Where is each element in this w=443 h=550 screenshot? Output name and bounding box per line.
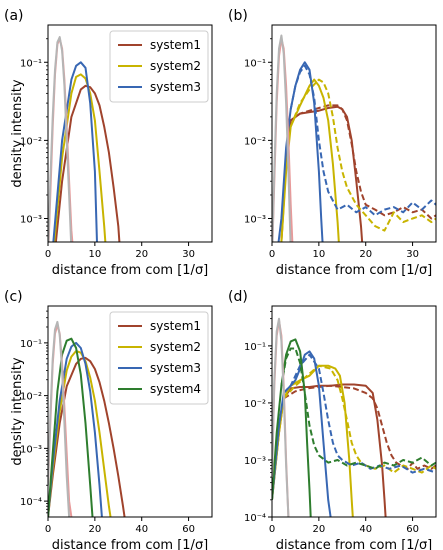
panel-label: (d) — [228, 289, 248, 305]
x-axis-label: distance from com [1/σ] — [52, 263, 209, 278]
y-tick-label: 10⁻¹ — [244, 58, 266, 69]
series-line-system4-6 — [272, 338, 312, 517]
series-line-system4-7 — [280, 347, 436, 470]
y-tick-label: 10⁻³ — [20, 214, 42, 225]
x-axis-label: distance from com [1/σ] — [276, 538, 433, 550]
panel-b: (b) 0 10 20 30 10⁻³ 10⁻² 10⁻¹ distance from com … — [228, 8, 437, 278]
legend-box — [109, 311, 209, 405]
x-tick-label: 0 — [45, 524, 51, 535]
y-tick-label: 10⁻³ — [244, 214, 266, 225]
legend: system1 system2 system3 system4 — [109, 311, 209, 405]
series-line-system3-5 — [289, 64, 436, 217]
panel-d: (d) 0 20 40 60 10⁻⁴ 10⁻³ 10⁻² 10⁻¹ distance from … — [228, 289, 437, 550]
y-axis-label: density intensity — [10, 357, 25, 465]
panel-a: (a) 0 10 20 30 10⁻³ 10⁻² 10⁻¹ distance from com … — [4, 8, 213, 278]
y-tick-label: 10⁻¹ — [20, 58, 42, 69]
legend-entry: system3 — [150, 361, 201, 375]
series-line-system1-1 — [290, 104, 436, 220]
series-line-unlabeled-7 — [272, 34, 292, 242]
x-tick-label: 20 — [312, 524, 325, 535]
x-tick-label: 20 — [359, 249, 372, 260]
panel-label: (c) — [4, 289, 23, 305]
x-tick-label: 0 — [269, 249, 275, 260]
series-line-system2-3 — [282, 364, 436, 474]
x-tick-label: 40 — [135, 524, 148, 535]
y-tick-label: 10⁻² — [20, 392, 42, 403]
legend: system1 system2 system3 — [109, 30, 209, 103]
series-line-system1-0 — [54, 84, 121, 242]
y-tick-label: 10⁻³ — [244, 456, 266, 467]
series-group — [272, 34, 436, 242]
x-tick-label: 30 — [182, 249, 195, 260]
legend-entry: system2 — [150, 59, 201, 73]
legend-entry: system1 — [150, 319, 201, 333]
y-tick-label: 10⁻⁴ — [244, 513, 266, 524]
y-tick-label: 10⁻¹ — [20, 339, 42, 350]
x-tick-label: 40 — [359, 524, 372, 535]
panel-c: (c) 0 20 40 60 10⁻⁴ 10⁻³ 10⁻² 10⁻¹ distance from … — [4, 289, 213, 550]
series-line-system2-2 — [280, 78, 340, 242]
legend-box — [109, 30, 209, 103]
legend-entry: system4 — [150, 382, 201, 396]
y-tick-label: 10⁻² — [244, 399, 266, 410]
y-tick-label: 10⁻¹ — [244, 342, 266, 353]
panel-label: (b) — [228, 8, 248, 24]
series-line-system3-4 — [277, 61, 324, 242]
series-group — [48, 320, 126, 517]
x-axis-label: distance from com [1/σ] — [276, 263, 433, 278]
legend-entry: system2 — [150, 340, 201, 354]
x-tick-label: 0 — [45, 249, 51, 260]
y-tick-label: 10⁻² — [244, 136, 266, 147]
series-line-system4-3 — [48, 337, 94, 517]
x-axis-label: distance from com [1/σ] — [52, 538, 209, 550]
series-group — [272, 317, 436, 517]
series-line-unlabeled-9 — [272, 317, 290, 517]
axes-frame — [271, 24, 437, 243]
x-tick-label: 30 — [406, 249, 419, 260]
y-tick-label: 10⁻³ — [20, 444, 42, 455]
panel-label: (a) — [4, 8, 24, 24]
x-tick-label: 60 — [182, 524, 195, 535]
series-line-system2-1 — [48, 350, 112, 517]
x-tick-label: 10 — [312, 249, 325, 260]
axes-frame — [271, 305, 437, 518]
series-group — [48, 36, 121, 242]
x-tick-label: 60 — [406, 524, 419, 535]
x-tick-label: 10 — [88, 249, 101, 260]
series-line-system3-5 — [282, 353, 436, 474]
series-line-system2-1 — [53, 73, 107, 242]
x-tick-label: 20 — [88, 524, 101, 535]
series-line-system3-4 — [272, 350, 332, 517]
x-tick-label: 0 — [269, 524, 275, 535]
axes-frame — [47, 24, 213, 243]
x-tick-label: 20 — [135, 249, 148, 260]
legend-entry: system3 — [150, 80, 201, 94]
series-line-unlabeled-4 — [48, 36, 73, 242]
y-axis-label: density intensity — [10, 79, 25, 187]
series-line-system3-2 — [52, 61, 98, 242]
series-line-unlabeled-5 — [48, 320, 71, 517]
legend-entry: system1 — [150, 38, 201, 52]
series-line-system2-3 — [289, 78, 436, 232]
y-tick-label: 10⁻² — [20, 136, 42, 147]
series-line-system3-2 — [48, 341, 103, 517]
y-tick-label: 10⁻⁴ — [20, 497, 42, 508]
